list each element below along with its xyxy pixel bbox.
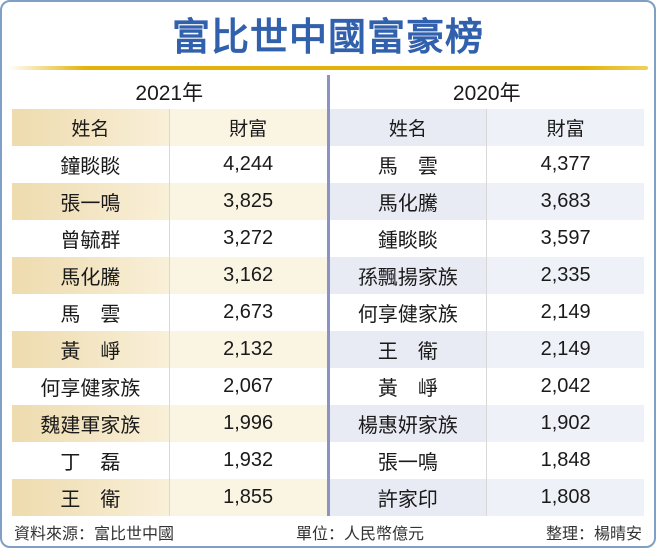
wealth-cell: 2,132 [168,331,327,368]
gold-divider-line [8,66,648,70]
page-title: 富比世中國富豪榜 [171,16,484,59]
name-cell: 馬化騰 [329,183,487,220]
table-row: 何享健家族 2,149 [329,294,644,331]
table-row: 丁 磊 1,932 [12,442,327,479]
table-row: 張一鳴 3,825 [12,183,327,220]
name-cell: 許家印 [329,479,487,516]
unit-note: 單位：人民幣億元 [295,526,424,543]
table-divider-line [326,75,330,516]
wealth-cell: 1,902 [486,405,644,442]
column-header-wealth: 財富 [486,109,644,146]
name-cell: 鍾睒睒 [329,220,487,257]
table-row: 曾毓群 3,272 [12,220,327,257]
wealth-cell: 2,673 [168,294,327,331]
wealth-cell: 3,162 [168,257,327,294]
table-row: 孫飄揚家族 2,335 [329,257,644,294]
wealth-cell: 2,149 [486,331,644,368]
year-header-2021: 2021年 [135,82,204,105]
wealth-cell: 1,996 [168,405,327,442]
table-grid-2021: 姓名 財富 鐘睒睒 4,244 張一鳴 3,825 曾毓群 [12,109,327,516]
wealth-cell: 2,149 [486,294,644,331]
table-row: 馬 雲 2,673 [12,294,327,331]
table-row: 張一鳴 1,848 [329,442,644,479]
name-cell: 丁 磊 [12,442,169,479]
wealth-cell: 1,932 [168,442,327,479]
table-grid-2020: 姓名 財富 馬 雲 4,377 馬化騰 3,683 鍾睒睒 [329,109,644,516]
wealth-cell: 4,244 [168,146,327,183]
wealth-cell: 4,377 [486,146,644,183]
table-row: 馬化騰 3,162 [12,257,327,294]
table-2021: 2021年 姓名 財富 鐘睒睒 4,244 張一鳴 3,825 [12,75,327,516]
wealth-cell: 2,042 [486,368,644,405]
wealth-cell: 3,597 [486,220,644,257]
wealth-cell: 1,855 [168,479,327,516]
name-cell: 楊惠妍家族 [329,405,487,442]
table-row: 黃 崢 2,042 [329,368,644,405]
wealth-cell: 2,335 [486,257,644,294]
name-cell: 何享健家族 [12,368,169,405]
tables-area: 2021年 姓名 財富 鐘睒睒 4,244 張一鳴 3,825 [12,75,644,516]
name-cell: 王 衛 [12,479,169,516]
wealth-cell: 3,825 [168,183,327,220]
table-2020: 2020年 姓名 財富 馬 雲 4,377 馬化騰 3,683 [329,75,644,516]
column-header-name: 姓名 [12,109,169,146]
table-row: 馬化騰 3,683 [329,183,644,220]
table-row: 許家印 1,808 [329,479,644,516]
year-header-2020: 2020年 [452,82,521,105]
wealth-cell: 3,683 [486,183,644,220]
table-row: 何享健家族 2,067 [12,368,327,405]
name-cell: 馬化騰 [12,257,169,294]
name-cell: 黃 崢 [329,368,487,405]
name-cell: 何享健家族 [329,294,487,331]
wealth-cell: 3,272 [168,220,327,257]
column-header-wealth: 財富 [168,109,327,146]
table-header-row: 姓名 財富 [329,109,644,146]
name-cell: 魏建軍家族 [12,405,169,442]
footer: 資料來源：富比世中國 單位：人民幣億元 整理：楊晴安 [4,516,652,546]
name-cell: 張一鳴 [12,183,169,220]
wealth-cell: 2,067 [168,368,327,405]
table-row: 王 衛 2,149 [329,331,644,368]
name-cell: 馬 雲 [329,146,487,183]
wealth-cell: 1,848 [486,442,644,479]
table-row: 鍾睒睒 3,597 [329,220,644,257]
name-cell: 曾毓群 [12,220,169,257]
table-row: 楊惠妍家族 1,902 [329,405,644,442]
table-row: 黃 崢 2,132 [12,331,327,368]
table-header-row: 姓名 財富 [12,109,327,146]
name-cell: 鐘睒睒 [12,146,169,183]
credit-note: 整理：楊晴安 [545,526,642,543]
name-cell: 孫飄揚家族 [329,257,487,294]
wealth-cell: 1,808 [486,479,644,516]
name-cell: 馬 雲 [12,294,169,331]
table-row: 王 衛 1,855 [12,479,327,516]
name-cell: 黃 崢 [12,331,169,368]
source-note: 資料來源：富比世中國 [14,526,175,543]
column-header-name: 姓名 [329,109,487,146]
table-row: 鐘睒睒 4,244 [12,146,327,183]
name-cell: 王 衛 [329,331,487,368]
table-row: 馬 雲 4,377 [329,146,644,183]
table-row: 魏建軍家族 1,996 [12,405,327,442]
name-cell: 張一鳴 [329,442,487,479]
